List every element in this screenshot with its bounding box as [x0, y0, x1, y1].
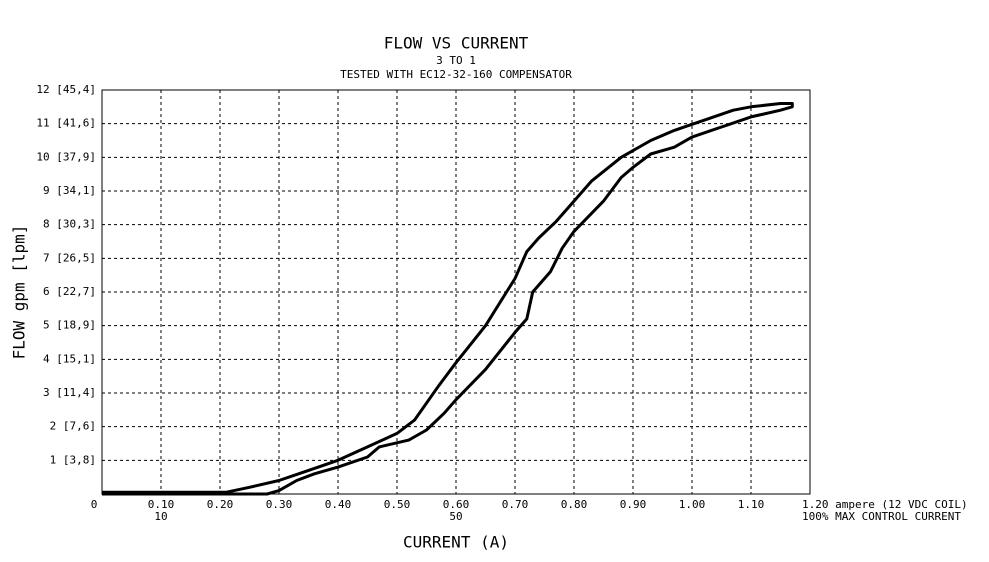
y-tick-label: 2 [7,6]	[50, 420, 96, 433]
chart-subtitle: 3 TO 1	[436, 54, 476, 67]
x-tick-label: 0.30	[266, 498, 293, 511]
x-tick-label: 0	[91, 498, 98, 511]
chart-title: FLOW VS CURRENT	[384, 34, 529, 53]
x-tick-sublabel: 100% MAX CONTROL CURRENT	[802, 510, 961, 523]
x-tick-label: 0.90	[620, 498, 647, 511]
x-tick-label: 1.00	[679, 498, 706, 511]
x-tick-label: 0.20	[207, 498, 234, 511]
y-tick-label: 7 [26,5]	[43, 251, 96, 264]
x-tick-label: 1.10	[738, 498, 765, 511]
y-axis-label: FLOW gpm [lpm]	[10, 225, 29, 360]
y-tick-label: 11 [41,6]	[36, 117, 96, 130]
plot-frame	[101, 89, 811, 495]
y-tick-label: 6 [22,7]	[43, 285, 96, 298]
x-tick-label: 0.40	[325, 498, 352, 511]
x-tick-sublabel: 10	[154, 510, 167, 523]
x-tick-label: 0.50	[384, 498, 411, 511]
x-tick-label: 0.60	[443, 498, 470, 511]
x-tick-label: 0.10	[148, 498, 175, 511]
chart-note: TESTED WITH EC12-32-160 COMPENSATOR	[340, 68, 572, 81]
y-tick-label: 1 [3,8]	[50, 453, 96, 466]
y-tick-label: 5 [18,9]	[43, 319, 96, 332]
y-tick-label: 8 [30,3]	[43, 218, 96, 231]
data-line	[102, 102, 794, 496]
x-tick-label: 0.70	[502, 498, 529, 511]
y-tick-label: 9 [34,1]	[43, 184, 96, 197]
x-tick-sublabel: 50	[449, 510, 462, 523]
y-tick-label: 12 [45,4]	[36, 83, 96, 96]
y-tick-label: 3 [11,4]	[43, 386, 96, 399]
y-tick-label: 4 [15,1]	[43, 352, 96, 365]
x-tick-label: 1.20 ampere (12 VDC COIL)	[802, 498, 968, 511]
x-tick-label: 0.80	[561, 498, 588, 511]
y-tick-label: 10 [37,9]	[36, 150, 96, 163]
x-axis-label: CURRENT (A)	[403, 533, 509, 552]
